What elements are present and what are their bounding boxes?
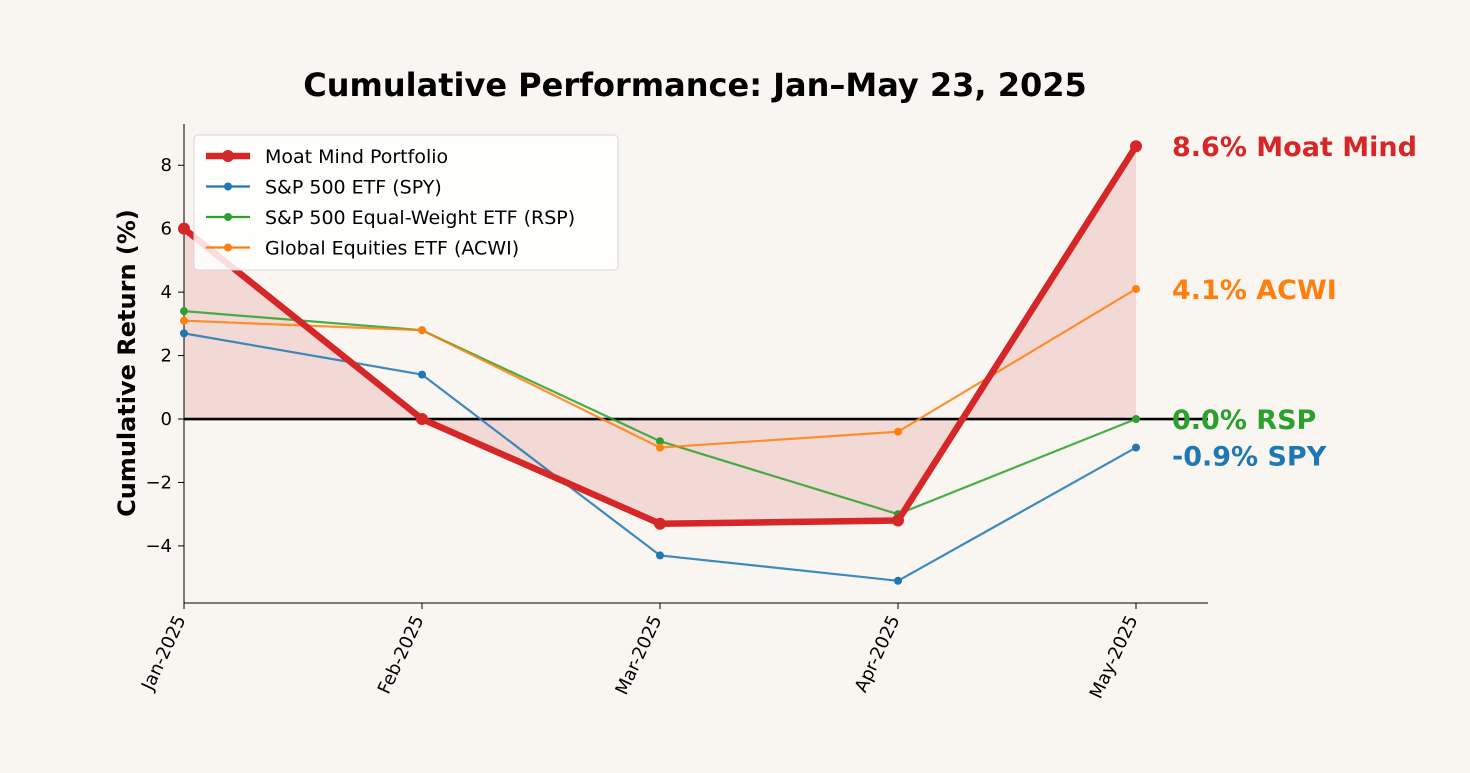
legend-entry: Global Equities ETF (ACWI) — [206, 238, 519, 260]
data-point — [656, 443, 664, 452]
legend-label: S&P 500 ETF (SPY) — [265, 177, 442, 199]
legend: Moat Mind Portfolio S&P 500 ETF (SPY) S&P … — [193, 134, 619, 271]
legend-swatch-marker — [222, 150, 234, 162]
data-point — [416, 413, 428, 426]
series-global-equities-etf-acwi- — [180, 284, 1140, 452]
end-label: 4.1% ACWI — [1172, 275, 1337, 306]
data-point — [180, 316, 188, 325]
y-tick-label: 6 — [161, 219, 172, 240]
legend-entry: S&P 500 Equal-Weight ETF (RSP) — [206, 207, 575, 229]
legend-swatch-marker — [224, 243, 232, 252]
end-label: 0.0% RSP — [1172, 405, 1316, 436]
legend-label: S&P 500 Equal-Weight ETF (RSP) — [265, 207, 575, 229]
end-label: 8.6% Moat Mind — [1172, 132, 1417, 163]
data-point — [418, 326, 426, 335]
y-axis-label: Cumulative Return (%) — [113, 209, 141, 517]
legend-swatch-marker — [224, 213, 232, 221]
data-point — [656, 551, 664, 560]
end-label: -0.9% SPY — [1172, 442, 1327, 473]
y-tick-label: 8 — [161, 155, 172, 176]
legend-swatch-marker — [224, 182, 232, 191]
data-point — [1132, 443, 1140, 452]
y-tick-label: 0 — [161, 409, 172, 430]
y-tick-label: 4 — [161, 282, 172, 303]
y-tick-label: 2 — [161, 346, 172, 367]
legend-entry: Moat Mind Portfolio — [206, 146, 448, 168]
data-point — [894, 427, 902, 436]
legend-label: Global Equities ETF (ACWI) — [265, 238, 519, 260]
data-point — [1130, 140, 1142, 153]
series-moat-mind-portfolio — [178, 140, 1142, 530]
series-s-p-500-etf-spy- — [180, 329, 1140, 585]
data-point — [654, 517, 666, 530]
data-point — [1132, 415, 1140, 424]
chart-title: Cumulative Performance: Jan–May 23, 2025 — [303, 66, 1087, 104]
y-tick-label: −2 — [145, 472, 172, 493]
data-point — [180, 307, 188, 316]
data-point — [178, 222, 190, 235]
data-point — [418, 370, 426, 379]
legend-label: Moat Mind Portfolio — [265, 146, 448, 168]
series-lines — [178, 140, 1142, 585]
data-point — [180, 329, 188, 338]
data-point — [656, 437, 664, 446]
data-point — [1132, 284, 1140, 293]
y-tick-label: −4 — [145, 536, 172, 557]
legend-entry: S&P 500 ETF (SPY) — [206, 177, 442, 199]
data-point — [892, 514, 904, 527]
end-labels: 8.6% Moat Mind -0.9% SPY 0.0% RSP 4.1% ACWI — [1172, 132, 1417, 472]
data-point — [894, 576, 902, 585]
legend-box — [193, 134, 619, 271]
